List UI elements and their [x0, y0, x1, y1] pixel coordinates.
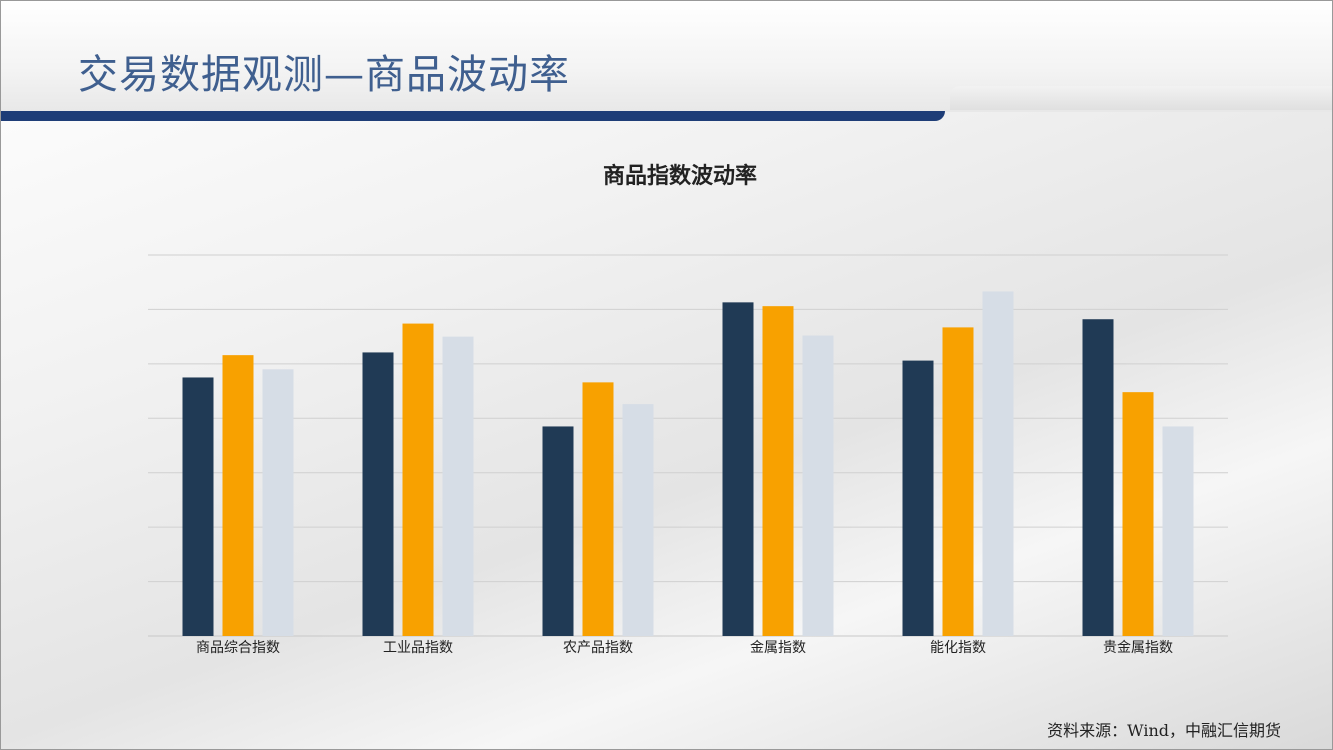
bar-1-6: [1082, 319, 1114, 636]
title-underline-bar: [0, 111, 945, 121]
x-tick-label: 商品综合指数: [196, 640, 280, 656]
bar-3-6: [1162, 426, 1194, 636]
chart-title: 商品指数波动率: [602, 164, 757, 189]
x-tick-label: 贵金属指数: [1103, 640, 1173, 656]
bar-1-3: [542, 426, 574, 636]
x-tick-label: 金属指数: [750, 640, 806, 656]
bar-3-4: [802, 335, 834, 636]
x-tick-label: 能化指数: [930, 640, 986, 656]
bar-1-5: [902, 360, 934, 636]
bar-3-2: [442, 336, 474, 636]
bar-2-5: [942, 327, 974, 636]
bar-2-2: [402, 323, 434, 636]
bar-3-5: [982, 291, 1014, 636]
x-tick-label: 工业品指数: [383, 640, 453, 656]
page-title: 交易数据观测—商品波动率: [78, 52, 570, 98]
bar-2-4: [762, 306, 794, 636]
bar-2-3: [582, 382, 614, 636]
bar-3-3: [622, 404, 654, 636]
header-accent: [950, 86, 1333, 110]
source-note: 资料来源：Wind，中融汇信期货: [1047, 721, 1281, 740]
bar-1-4: [722, 302, 754, 636]
bar-1-1: [182, 377, 214, 636]
x-tick-label: 农产品指数: [563, 640, 633, 656]
bar-2-6: [1122, 392, 1154, 636]
bar-1-2: [362, 352, 394, 636]
bar-2-1: [222, 355, 254, 636]
bar-3-1: [262, 369, 294, 636]
